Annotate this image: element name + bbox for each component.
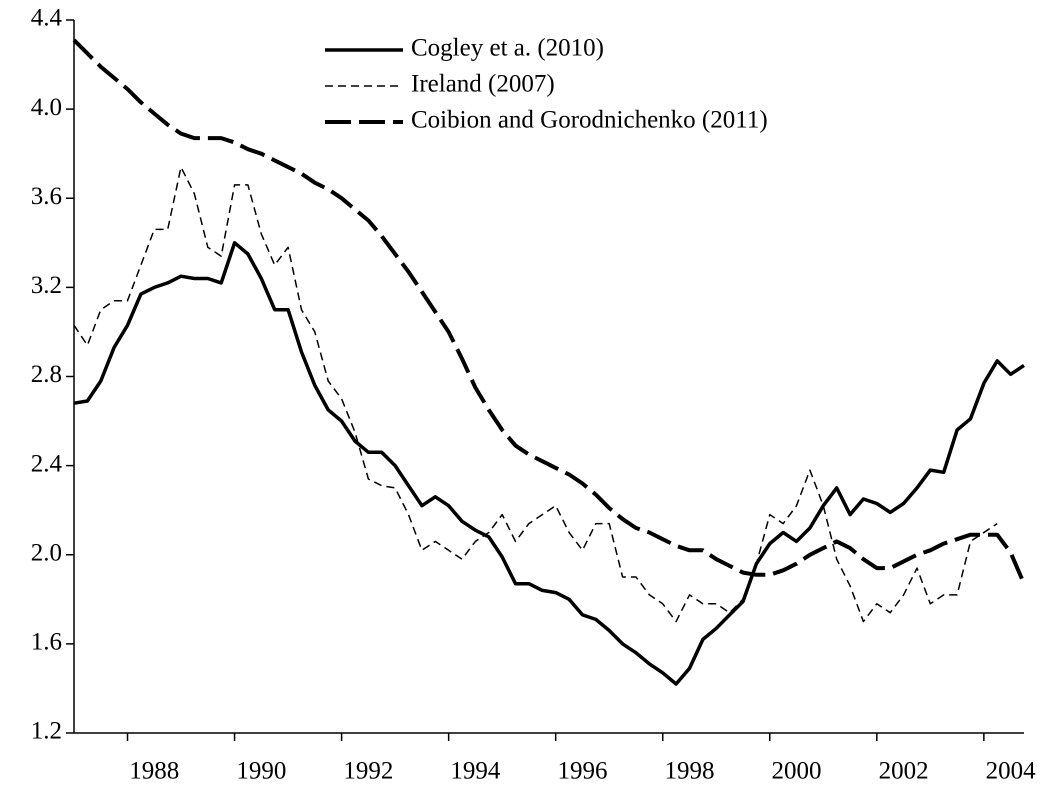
- series-line: [72, 38, 1026, 585]
- legend-label: Cogley et a. (2010): [411, 35, 604, 62]
- y-tick-label: 4.0: [31, 94, 62, 121]
- y-tick-label: 3.6: [31, 183, 62, 210]
- x-tick-label: 2004: [986, 758, 1037, 785]
- x-tick-label: 1994: [450, 758, 501, 785]
- y-tick-label: 1.2: [31, 718, 62, 745]
- x-tick-label: 2002: [879, 758, 929, 785]
- y-tick-label: 4.4: [31, 5, 63, 32]
- series-line: [73, 241, 1025, 686]
- legend-label: Coibion and Gorodnichenko (2011): [411, 107, 768, 134]
- y-tick-label: 3.2: [31, 272, 62, 299]
- legend-label: Ireland (2007): [411, 71, 555, 98]
- y-tick-label: 2.4: [31, 450, 63, 477]
- x-tick-label: 1992: [343, 758, 393, 785]
- x-tick-label: 1998: [664, 758, 714, 785]
- series-line: [73, 166, 998, 623]
- x-tick-label: 1996: [557, 758, 607, 785]
- x-tick-label: 1988: [129, 758, 179, 785]
- y-tick-label: 2.8: [31, 361, 62, 388]
- x-tick-label: 2000: [772, 758, 822, 785]
- x-tick-label: 1990: [236, 758, 286, 785]
- y-tick-label: 1.6: [31, 629, 62, 656]
- y-tick-label: 2.0: [31, 539, 62, 566]
